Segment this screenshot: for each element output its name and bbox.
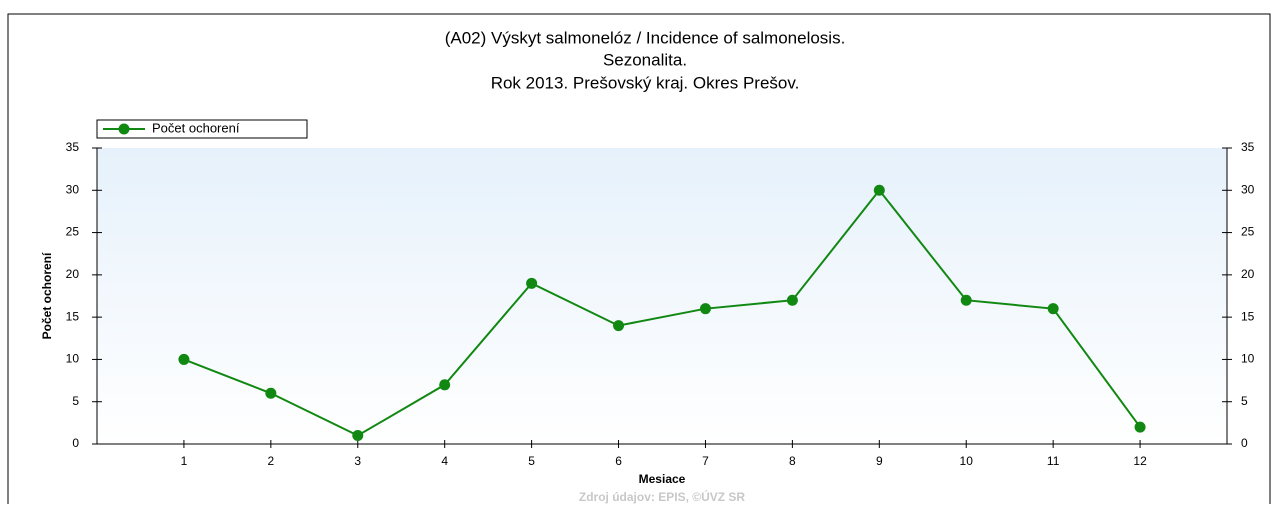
data-point (439, 379, 451, 391)
source-note: Zdroj údajov: EPIS, ©ÚVZ SR (579, 489, 746, 504)
y2-tick-label: 5 (1241, 394, 1248, 408)
data-point (699, 303, 711, 315)
y2-tick-label: 10 (1241, 352, 1255, 366)
data-point (352, 430, 364, 442)
y-tick-label: 25 (66, 225, 80, 239)
y-axis-label: Počet ochorení (40, 252, 54, 339)
data-point (960, 294, 972, 306)
data-point (613, 320, 625, 332)
y-tick-label: 30 (66, 182, 80, 196)
y2-tick-label: 15 (1241, 309, 1255, 323)
x-tick-label: 1 (181, 454, 188, 468)
data-point (1047, 303, 1059, 315)
y2-tick-label: 0 (1241, 436, 1248, 450)
x-tick-label: 8 (789, 454, 796, 468)
data-point (1134, 421, 1146, 433)
legend-label: Počet ochorení (152, 120, 240, 135)
x-tick-label: 10 (960, 454, 974, 468)
legend-box (96, 119, 308, 139)
y-tick-label: 5 (72, 394, 79, 408)
plot-area (97, 148, 1227, 444)
chart-title: Rok 2013. Prešovský kraj. Okres Prešov. (491, 73, 800, 92)
data-point (873, 184, 885, 196)
y2-tick-label: 35 (1241, 140, 1255, 154)
x-tick-label: 7 (702, 454, 709, 468)
chart-title: Sezonalita. (603, 50, 687, 69)
legend-marker (118, 123, 130, 135)
x-tick-label: 5 (528, 454, 535, 468)
y-tick-label: 10 (66, 352, 80, 366)
x-tick-label: 6 (615, 454, 622, 468)
y-tick-label: 20 (66, 267, 80, 281)
x-tick-label: 12 (1133, 454, 1147, 468)
x-tick-label: 4 (441, 454, 448, 468)
y-tick-label: 15 (66, 309, 80, 323)
y-tick-label: 0 (72, 436, 79, 450)
data-point (265, 387, 277, 399)
x-tick-label: 2 (268, 454, 275, 468)
x-tick-label: 11 (1047, 454, 1060, 468)
chart-title: (A02) Výskyt salmonelóz / Incidence of s… (445, 28, 846, 47)
y2-tick-label: 25 (1241, 225, 1255, 239)
data-point (178, 353, 190, 365)
x-axis-label: Mesiace (639, 472, 686, 486)
data-point (526, 277, 538, 289)
x-tick-label: 3 (354, 454, 361, 468)
y2-tick-label: 20 (1241, 267, 1255, 281)
series-line (183, 188, 1141, 437)
x-tick-label: 9 (876, 454, 883, 468)
y-tick-label: 35 (66, 140, 80, 154)
y2-tick-label: 30 (1241, 182, 1255, 196)
data-point (786, 294, 798, 306)
